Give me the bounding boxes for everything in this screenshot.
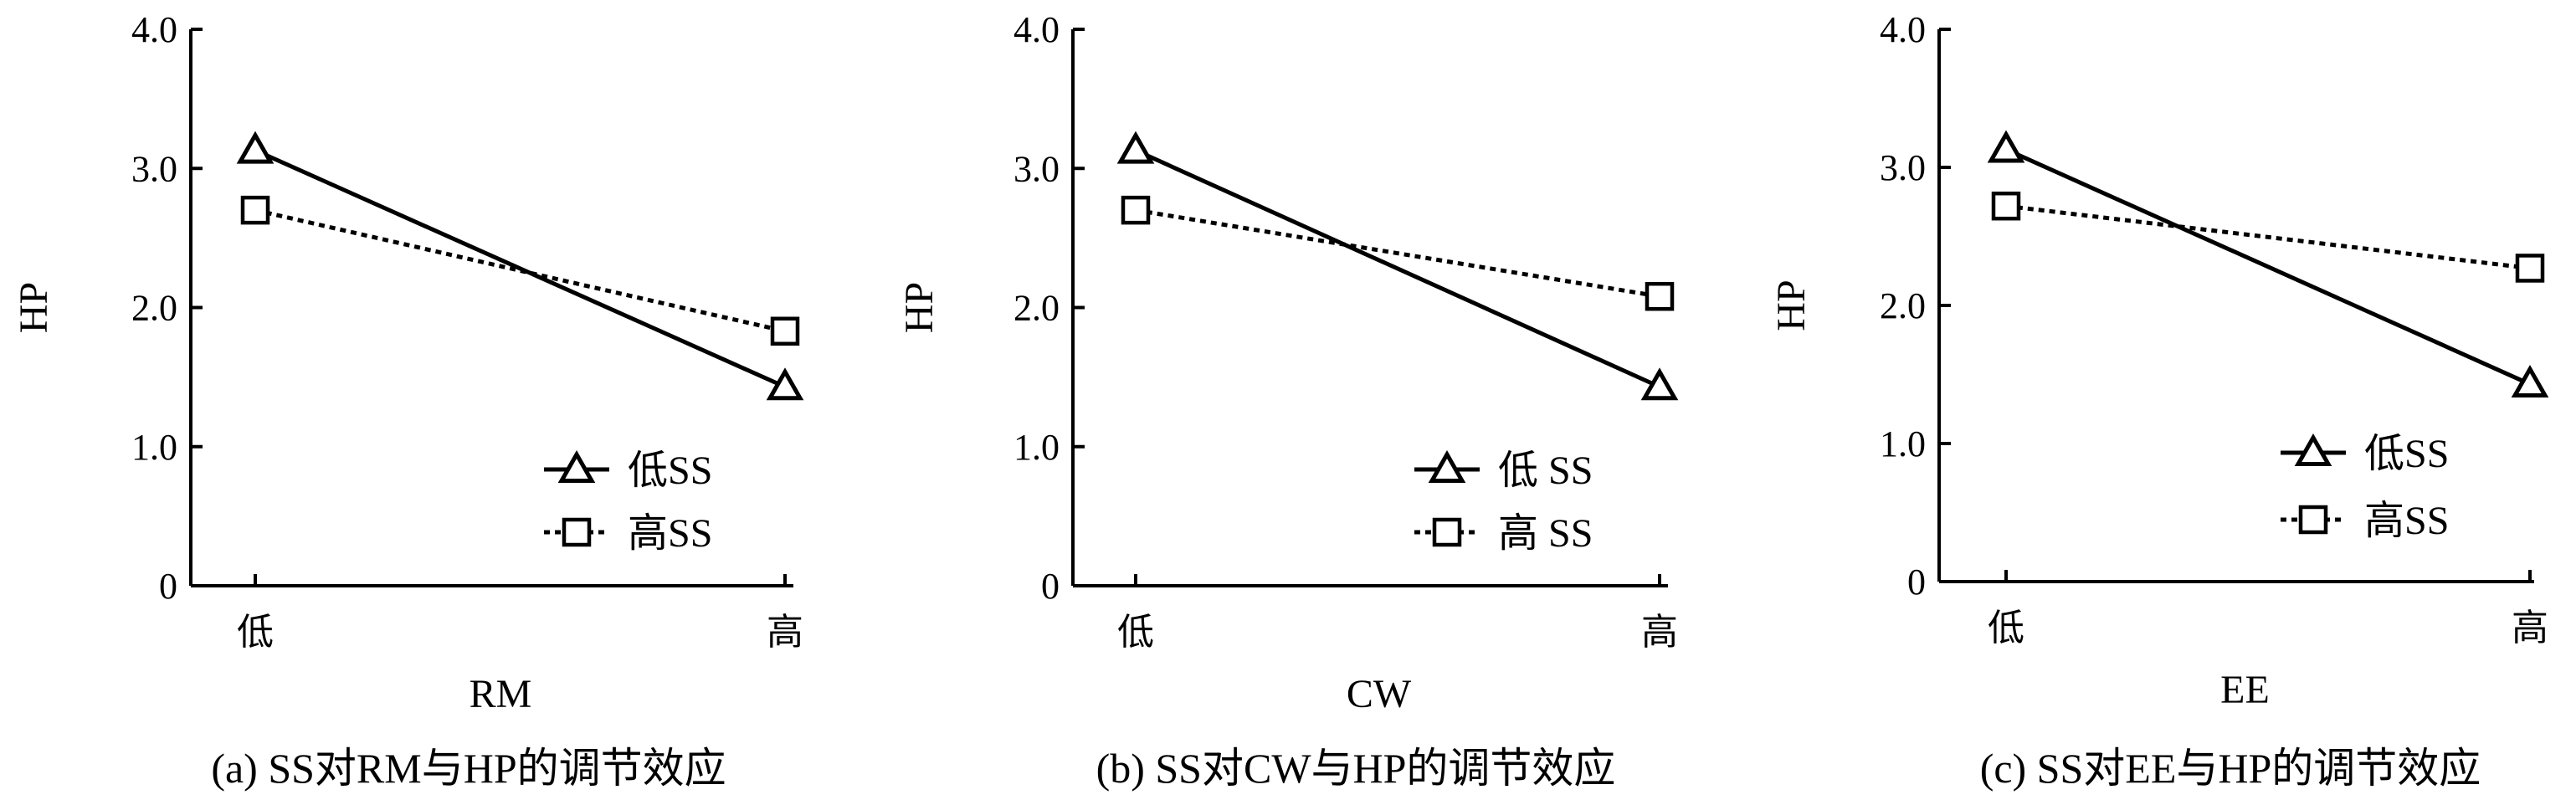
legend-label: 低 SS [1498,449,1593,493]
square-marker [1645,281,1675,311]
y-tick-label: 1.0 [1880,423,1926,464]
y-axis-title: HP [1769,279,1814,331]
triangle-marker [766,367,804,401]
triangle-marker [1116,131,1155,164]
chart-panel-2: 0 1.0 2.0 3.0 4.0 低 高 CW HP (b) SS对CW与HP的调节效应 低 SS… [897,9,1679,792]
x-tick-label: 低 [237,612,274,653]
legend-triangle-marker [2294,433,2332,466]
x-tick-label: 高 [1641,612,1678,653]
y-tick-label: 1.0 [131,427,177,468]
series-line-2 [2005,203,2531,270]
legend-square-marker [2298,505,2328,535]
y-tick-label: 0 [1041,566,1060,607]
panel-caption: (b) SS对CW与HP的调节效应 [1096,745,1616,792]
series-line-2 [1135,208,1660,299]
legend: 低SS 高SS [544,449,712,556]
legend-square-marker [1432,517,1462,547]
x-tick-label: 低 [1117,612,1154,653]
legend-triangle-marker [1428,449,1466,483]
y-tick-label: 2.0 [131,288,177,329]
y-tick-label: 2.0 [1013,288,1060,329]
triangle-marker [1640,367,1679,401]
x-axis-title: CW [1347,672,1412,716]
chart-panel-1: 0 1.0 2.0 3.0 4.0 低 高 RM HP (a) SS对RM与HP的调节效应 低SS 高… [12,9,804,792]
series-line-1 [2004,147,2532,387]
y-tick-label: 0 [159,566,177,607]
y-tick-label: 4.0 [1013,9,1060,50]
y-tick-label: 3.0 [1013,148,1060,189]
legend-square-marker [562,517,592,547]
triangle-marker [1987,130,2025,163]
y-tick-label: 1.0 [1013,427,1060,468]
square-marker [770,316,800,346]
y-tick-label: 2.0 [1880,285,1926,326]
panel-caption: (a) SS对RM与HP的调节效应 [211,745,726,792]
legend: 低 SS 高 SS [1414,449,1593,556]
series-line-1 [1134,148,1661,389]
triangle-marker [2511,365,2549,398]
triangle-marker [236,131,275,164]
y-tick-label: 3.0 [1880,147,1926,188]
series-line-2 [254,208,786,334]
x-tick-label: 高 [767,612,803,653]
y-tick-label: 4.0 [1880,9,1926,50]
y-tick-label: 4.0 [131,9,177,50]
y-tick-label: 0 [1907,562,1926,603]
x-tick-label: 低 [1988,608,2024,649]
chart-panel-3: 0 1.0 2.0 3.0 4.0 低 高 EE HP (c) SS对EE与HP的调节效应 低SS 高… [1769,9,2549,792]
legend-label: 高 SS [1498,511,1593,556]
y-axis-title: HP [897,282,942,333]
legend-label: 高SS [628,511,712,556]
legend-label: 低SS [628,449,712,493]
panel-caption: (c) SS对EE与HP的调节效应 [1980,745,2481,792]
legend-label: 低SS [2364,432,2449,476]
y-tick-label: 3.0 [131,148,177,189]
y-axis-title: HP [12,282,56,333]
x-axis-title: EE [2220,668,2270,712]
legend: 低SS 高SS [2281,432,2449,543]
legend-label: 高SS [2364,499,2449,543]
square-marker [1121,195,1151,225]
legend-triangle-marker [557,449,596,483]
square-marker [1991,191,2021,221]
square-marker [240,195,270,225]
square-marker [2515,254,2545,283]
x-axis-title: RM [470,672,532,716]
series-line-1 [254,148,787,389]
x-tick-label: 高 [2512,608,2548,649]
